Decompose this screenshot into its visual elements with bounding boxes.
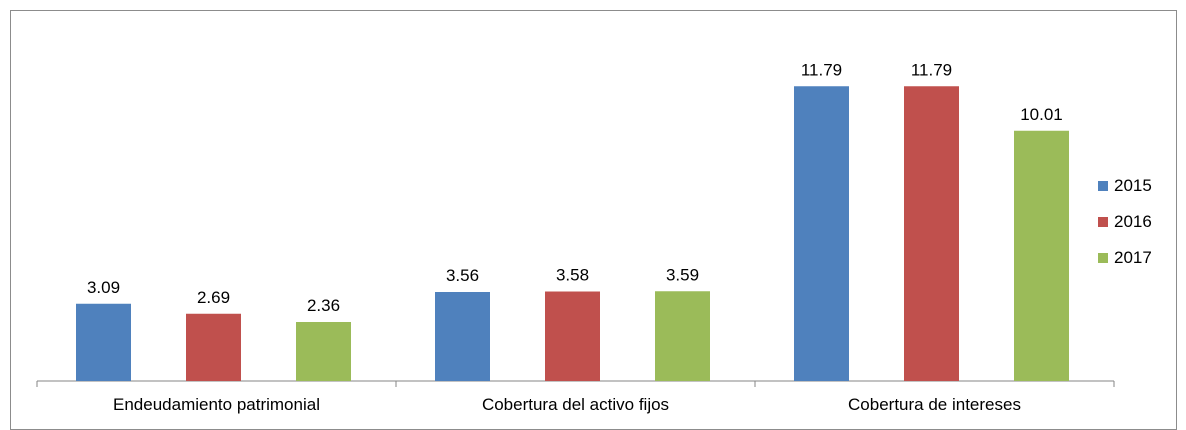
legend-swatch [1098, 217, 1108, 227]
bar-2016-0 [186, 313, 241, 381]
legend-label: 2015 [1114, 176, 1152, 195]
legend-swatch [1098, 253, 1108, 263]
legend-item: 2015 [1098, 168, 1152, 204]
legend-swatch [1098, 181, 1108, 191]
legend-label: 2017 [1114, 248, 1152, 267]
data-label: 3.58 [556, 266, 589, 285]
data-label: 2.36 [307, 296, 340, 315]
legend: 2015 2016 2017 [1098, 168, 1152, 276]
bar-2017-1 [655, 291, 710, 381]
category-label: Cobertura del activo fijos [482, 395, 669, 414]
data-label: 2.69 [197, 288, 230, 307]
data-label: 11.79 [911, 60, 952, 79]
category-label: Endeudamiento patrimonial [113, 395, 320, 414]
data-label: 3.09 [87, 278, 120, 297]
bar-2017-2 [1014, 130, 1069, 381]
legend-label: 2016 [1114, 212, 1152, 231]
bar-2016-1 [545, 291, 600, 381]
bar-2016-2 [904, 86, 959, 381]
legend-item: 2017 [1098, 240, 1152, 276]
category-label: Cobertura de intereses [848, 395, 1021, 414]
data-label: 10.01 [1020, 105, 1063, 124]
bar-2015-2 [794, 86, 849, 381]
bar-2017-0 [296, 322, 351, 381]
bar-2015-1 [435, 292, 490, 381]
data-label: 11.79 [801, 60, 842, 79]
data-label: 3.56 [446, 266, 479, 285]
data-label: 3.59 [666, 265, 699, 284]
legend-item: 2016 [1098, 204, 1152, 240]
bar-2015-0 [76, 303, 131, 381]
bar-chart: 3.09 3.56 11.79 2.69 3.58 11.79 2.36 3.59 10.01 E… [36, 60, 1115, 414]
